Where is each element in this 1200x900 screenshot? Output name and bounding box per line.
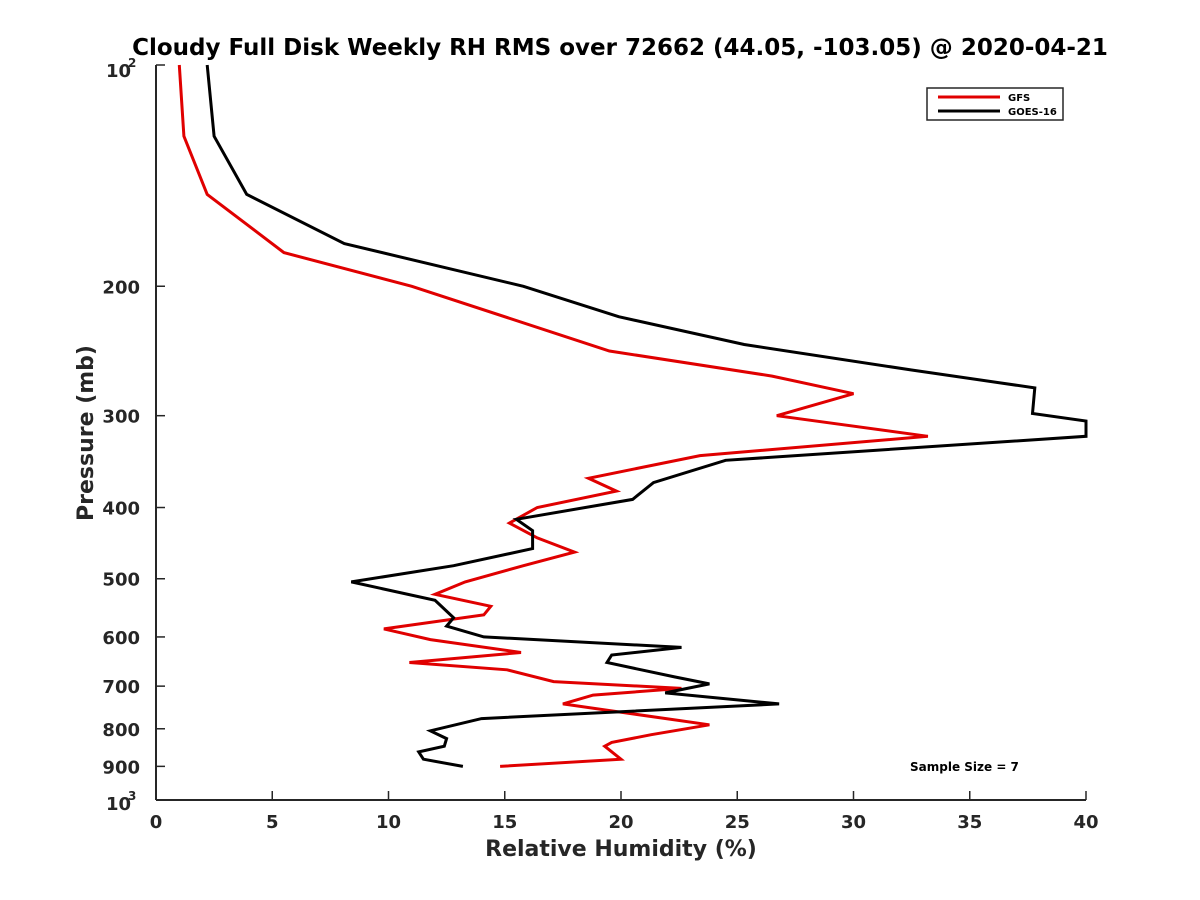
series-line-goes16 bbox=[205, 64, 1088, 768]
legend: GFS GOES-16 bbox=[926, 87, 1064, 121]
y-limit-top-exp: 2 bbox=[128, 56, 136, 70]
y-tick-label: 900 bbox=[102, 757, 140, 778]
x-tick-group: 0 5 10 15 20 25 30 35 40 bbox=[150, 791, 1099, 833]
series-layer bbox=[177, 64, 1088, 768]
x-tick-label: 15 bbox=[492, 812, 517, 833]
x-tick-label: 10 bbox=[376, 812, 401, 833]
y-limit-bottom-exp: 3 bbox=[128, 789, 136, 803]
legend-label-gfs: GFS bbox=[1008, 93, 1030, 104]
y-tick-label: 700 bbox=[102, 677, 140, 698]
x-tick-label: 30 bbox=[841, 812, 866, 833]
y-tick-label: 300 bbox=[102, 407, 140, 428]
x-axis-label: Relative Humidity (%) bbox=[485, 837, 757, 862]
y-limit-bottom-base: 10 bbox=[106, 794, 131, 815]
y-tick-group: 200 300 400 500 600 700 800 900 bbox=[102, 64, 165, 801]
plot-frame bbox=[156, 65, 1086, 800]
y-tick-label: 400 bbox=[102, 499, 140, 520]
y-limit-label-top: 10 2 bbox=[106, 56, 136, 82]
sample-size-annotation: Sample Size = 7 bbox=[910, 760, 1019, 774]
x-tick-label: 40 bbox=[1073, 812, 1098, 833]
x-tick-label: 35 bbox=[957, 812, 982, 833]
legend-label-goes16: GOES-16 bbox=[1008, 107, 1057, 118]
x-tick-label: 0 bbox=[150, 812, 163, 833]
y-tick-label: 200 bbox=[102, 277, 140, 298]
x-tick-label: 5 bbox=[266, 812, 279, 833]
y-tick-label: 600 bbox=[102, 628, 140, 649]
series-line-gfs bbox=[177, 64, 929, 768]
y-limit-top-base: 10 bbox=[106, 61, 131, 82]
y-tick-label: 800 bbox=[102, 720, 140, 741]
x-tick-label: 20 bbox=[608, 812, 633, 833]
y-axis-label: Pressure (mb) bbox=[74, 345, 99, 521]
legend-box bbox=[926, 87, 1064, 121]
y-tick-label: 500 bbox=[102, 570, 140, 591]
x-tick-label: 25 bbox=[725, 812, 750, 833]
chart-title: Cloudy Full Disk Weekly RH RMS over 7266… bbox=[132, 35, 1108, 61]
y-limit-label-bottom: 10 3 bbox=[106, 789, 136, 815]
